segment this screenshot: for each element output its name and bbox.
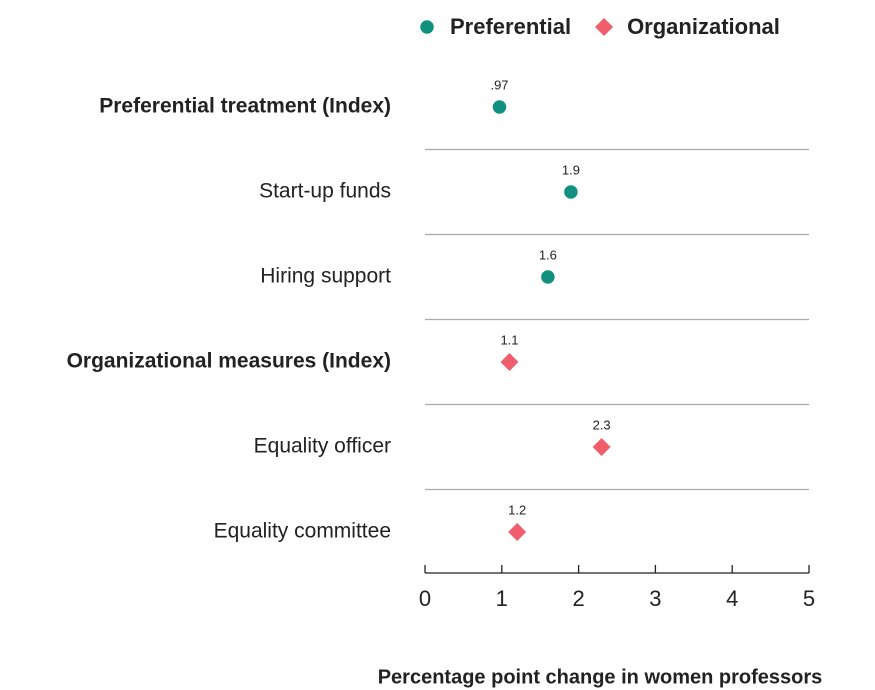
legend-label: Preferential [450,14,571,39]
category-label: Equality committee [214,520,391,543]
x-tick-label: 3 [649,586,661,611]
data-point [541,270,555,284]
category-label: Hiring support [260,265,391,288]
value-label: 2.3 [593,417,611,432]
category-label: Preferential treatment (Index) [99,95,391,118]
x-tick-label: 1 [496,586,508,611]
value-label: 1.2 [508,502,526,517]
data-point [492,100,507,114]
value-label: .97 [490,77,508,92]
x-tick-label: 0 [419,586,431,611]
x-tick-label: 2 [572,586,584,611]
value-label: 1.9 [562,162,580,177]
data-point [592,438,611,456]
x-tick-label: 5 [803,586,815,611]
data-point [508,523,527,541]
x-tick-label: 4 [726,586,738,611]
value-label: 1.6 [539,247,557,262]
category-label: Equality officer [254,435,391,458]
category-label: Organizational measures (Index) [67,350,391,373]
category-label: Start-up funds [259,180,391,203]
data-point [564,185,578,199]
legend-marker [420,20,434,34]
legend-marker [595,18,614,36]
data-point [500,353,519,371]
value-label: 1.1 [500,332,518,347]
legend-label: Organizational [627,14,780,39]
x-axis-label: Percentage point change in women profess… [378,666,823,688]
